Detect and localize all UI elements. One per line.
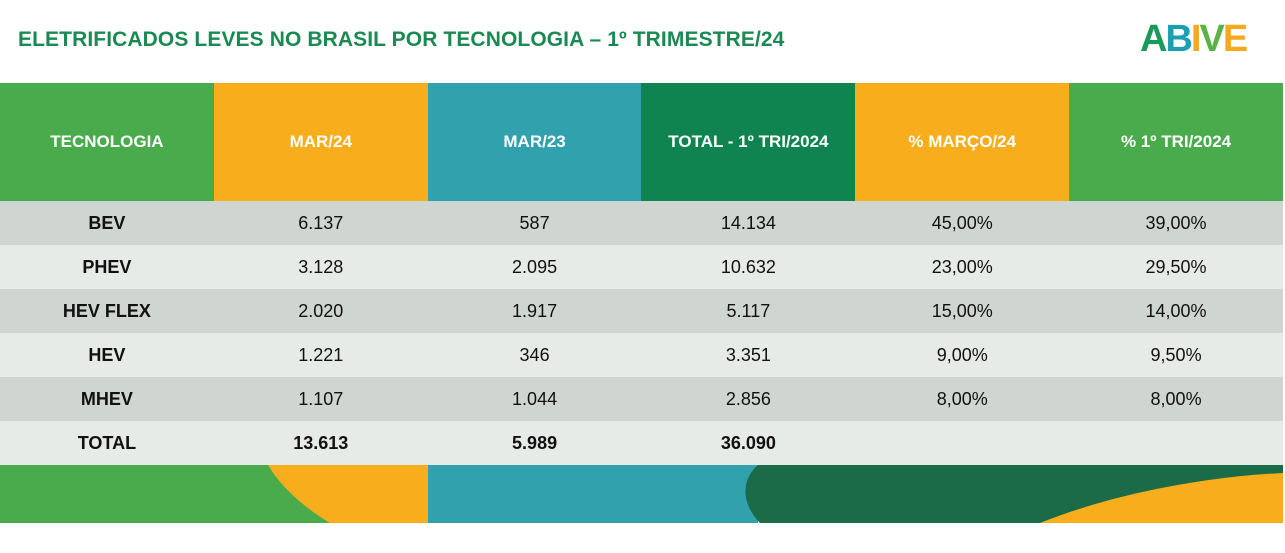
cell-pct-1tri: 29,50% [1145, 256, 1207, 277]
cell-total: 5.117 [726, 300, 771, 321]
cell-tecnologia: HEV [88, 344, 126, 365]
cell-tecnologia: MHEV [80, 388, 133, 409]
cell-pct-1tri [1069, 421, 1283, 465]
cell-pct-1tri: 9,50% [1150, 344, 1202, 365]
cell-pct-marco: 8,00% [936, 388, 988, 409]
cell-pct-marco: 23,00% [931, 256, 993, 277]
cell-pct-marco [855, 421, 1069, 465]
table-row: PHEV 3.128 2.095 10.632 23,00% 29,50% [0, 245, 1283, 289]
table-row: HEV FLEX 2.020 1.917 5.117 15,00% 14,00% [0, 289, 1283, 333]
cell-mar23: 587 [519, 212, 550, 233]
cell-mar24: 3.128 [298, 256, 344, 277]
cell-mar23: 1.917 [512, 300, 558, 321]
cell-total: 3.351 [725, 344, 771, 365]
cell-total: 2.856 [725, 388, 771, 409]
table-row: BEV 6.137 587 14.134 45,00% 39,00% [0, 201, 1283, 245]
cell-tecnologia: HEV FLEX [62, 300, 151, 321]
cell-mar24: 2.020 [298, 300, 344, 321]
table-row: MHEV 1.107 1.044 2.856 8,00% 8,00% [0, 377, 1283, 421]
cell-total: 36.090 [720, 432, 776, 453]
cell-tecnologia: TOTAL [77, 432, 137, 453]
cell-mar24: 1.107 [298, 388, 344, 409]
cell-pct-marco: 9,00% [936, 344, 988, 365]
cell-pct-1tri: 14,00% [1145, 300, 1207, 321]
header-pct-marco: % MARÇO/24 [855, 83, 1070, 201]
cell-tecnologia: PHEV [82, 256, 132, 277]
table-total-row: TOTAL 13.613 5.989 36.090 [0, 421, 1283, 465]
cell-mar23: 1.044 [512, 388, 558, 409]
header-total-1tri: TOTAL - 1º TRI/2024 [641, 83, 856, 201]
table-body: BEV 6.137 587 14.134 45,00% 39,00% PHEV … [0, 201, 1283, 465]
cell-total: 10.632 [720, 256, 776, 277]
table-row: HEV 1.221 346 3.351 9,00% 9,50% [0, 333, 1283, 377]
header-mar24: MAR/24 [213, 83, 428, 201]
cell-pct-marco: 45,00% [931, 212, 993, 233]
cell-mar23: 2.095 [512, 256, 558, 277]
cell-mar24: 1.221 [298, 344, 344, 365]
cell-mar24: 6.137 [298, 212, 344, 233]
header-pct-1tri: % 1º TRI/2024 [1069, 83, 1283, 201]
header-mar23: MAR/23 [427, 83, 642, 201]
header-tecnologia: TECNOLOGIA [0, 83, 214, 201]
cell-tecnologia: BEV [88, 212, 126, 233]
cell-mar23: 5.989 [512, 432, 558, 453]
cell-pct-1tri: 8,00% [1150, 388, 1202, 409]
table-header: TECNOLOGIA MAR/24 MAR/23 TOTAL - 1º TRI/… [0, 83, 1283, 201]
decorative-footer [0, 465, 1283, 523]
cell-pct-1tri: 39,00% [1145, 212, 1207, 233]
cell-total: 14.134 [720, 212, 776, 233]
page-title: ELETRIFICADOS LEVES NO BRASIL POR TECNOL… [18, 28, 785, 51]
abve-logo: ABIVE [1140, 18, 1248, 60]
cell-mar24: 13.613 [293, 432, 349, 453]
cell-mar23: 346 [519, 344, 550, 365]
cell-pct-marco: 15,00% [931, 300, 993, 321]
